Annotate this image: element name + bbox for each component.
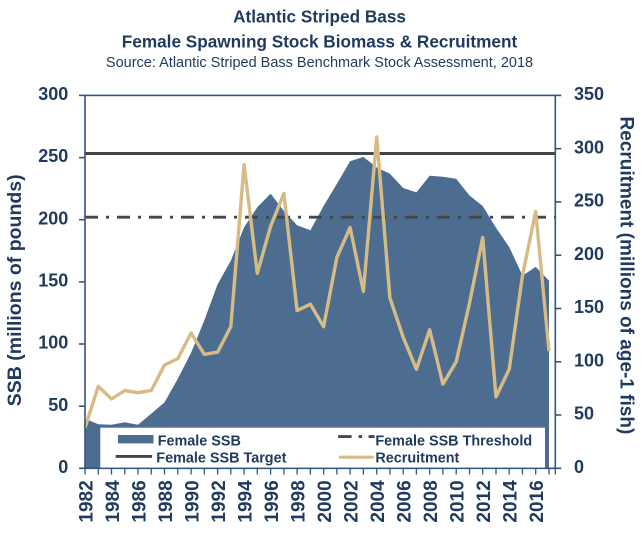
svg-text:Female SSB Threshold: Female SSB Threshold [375, 434, 532, 450]
svg-text:250: 250 [574, 191, 604, 211]
svg-text:2014: 2014 [501, 480, 522, 523]
svg-text:1986: 1986 [130, 480, 151, 522]
svg-text:Female SSB: Female SSB [158, 434, 241, 450]
svg-text:1992: 1992 [209, 480, 230, 522]
svg-text:1994: 1994 [236, 480, 257, 523]
svg-text:Source: Atlantic Striped Bass: Source: Atlantic Striped Bass Benchmark … [106, 55, 533, 71]
svg-text:150: 150 [574, 297, 604, 317]
svg-text:50: 50 [48, 395, 68, 415]
svg-text:2002: 2002 [342, 480, 363, 522]
svg-text:1990: 1990 [183, 480, 204, 522]
svg-text:2004: 2004 [368, 480, 389, 523]
svg-text:150: 150 [38, 271, 68, 291]
svg-text:Atlantic Striped Bass: Atlantic Striped Bass [233, 6, 406, 26]
svg-text:350: 350 [574, 84, 604, 104]
svg-text:200: 200 [38, 208, 68, 228]
svg-text:100: 100 [38, 333, 68, 353]
svg-text:200: 200 [574, 244, 604, 264]
svg-text:1988: 1988 [156, 480, 177, 522]
svg-text:2012: 2012 [474, 480, 495, 522]
svg-text:2010: 2010 [448, 480, 469, 522]
svg-text:Female Spawning Stock Biomass: Female Spawning Stock Biomass & Recruitm… [122, 31, 518, 51]
svg-text:300: 300 [38, 84, 68, 104]
svg-text:Recruitment: Recruitment [375, 450, 459, 466]
svg-text:Recruitment (millions of age-1: Recruitment (millions of age-1 fish) [616, 117, 637, 435]
svg-text:2006: 2006 [395, 480, 416, 522]
svg-text:1982: 1982 [77, 480, 98, 522]
svg-text:1996: 1996 [262, 480, 283, 522]
svg-text:2000: 2000 [315, 480, 336, 522]
svg-text:250: 250 [38, 146, 68, 166]
svg-text:Female SSB Target: Female SSB Target [156, 450, 286, 466]
svg-text:100: 100 [574, 350, 604, 370]
svg-text:2016: 2016 [527, 480, 548, 522]
svg-text:0: 0 [574, 457, 584, 477]
svg-text:SSB (millions of pounds): SSB (millions of pounds) [4, 174, 26, 406]
svg-text:2008: 2008 [421, 480, 442, 522]
svg-text:0: 0 [58, 457, 68, 477]
svg-text:300: 300 [574, 137, 604, 157]
svg-text:1998: 1998 [289, 480, 310, 522]
svg-text:50: 50 [574, 404, 594, 424]
svg-text:1984: 1984 [103, 480, 124, 523]
